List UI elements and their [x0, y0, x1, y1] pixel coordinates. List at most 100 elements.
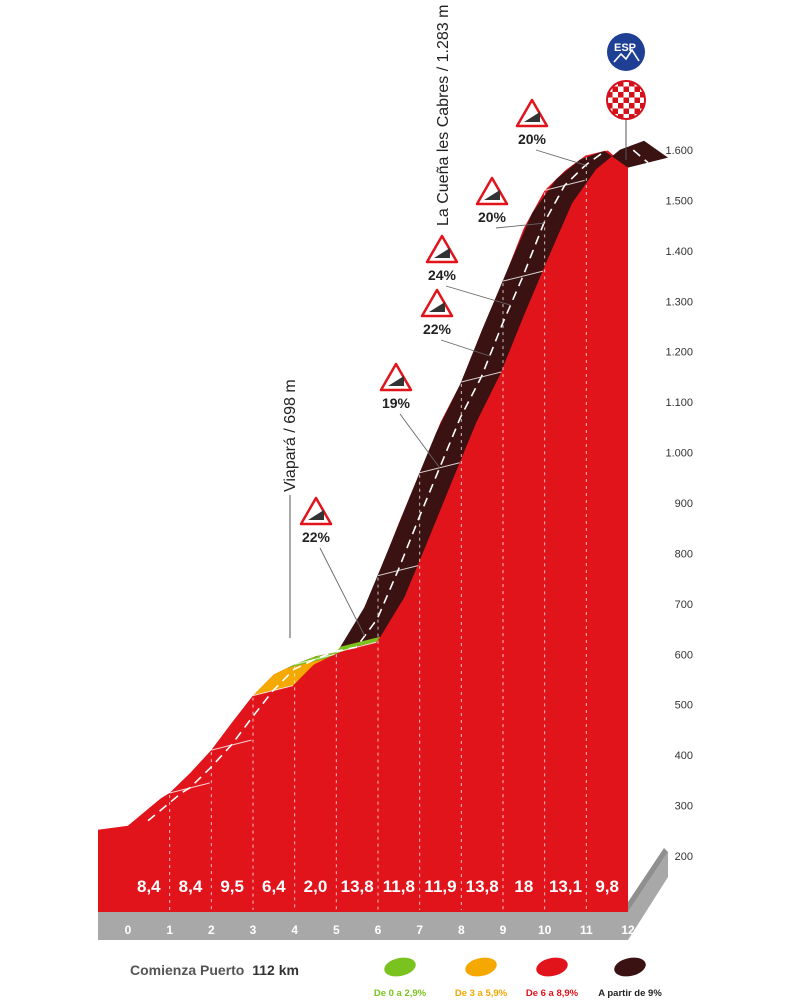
- km-gradient-value: 13,1: [549, 877, 582, 896]
- checker-square: [607, 114, 613, 119]
- slope-icon: [434, 248, 450, 258]
- legend-item: De 6 a 8,9%: [526, 957, 579, 999]
- altitude-tick-label: 1.200: [665, 347, 693, 359]
- checker-square: [612, 97, 618, 103]
- legend-label: De 0 a 2,9%: [374, 988, 427, 999]
- km-gradient-value: 8,4: [137, 877, 161, 896]
- band-km-divider: [502, 270, 544, 282]
- km-gradient-value: 8,4: [179, 877, 203, 896]
- checker-square: [640, 81, 645, 87]
- checker-square: [623, 108, 629, 114]
- max-gradient-value: 20%: [478, 209, 507, 225]
- altitude-tick-label: 600: [675, 649, 693, 661]
- gradient-segment-red-0: [128, 685, 293, 826]
- start-label: Comienza Puerto 112 km: [130, 962, 299, 978]
- distance-tick-label: 4: [291, 923, 298, 937]
- band-km-divider: [169, 782, 210, 794]
- altitude-tick-label: 1.500: [665, 195, 693, 207]
- altitude-axis: 200 300 400 500 600 700 800 900 1.000 1.100 1.200 1…: [665, 145, 693, 863]
- checker-square: [646, 120, 652, 126]
- summit-label: Viapará / 698 m: [282, 379, 299, 492]
- start-label-text: Comienza Puerto: [130, 962, 244, 978]
- checker-square: [646, 109, 652, 115]
- gradient-segment-orange-1: [253, 658, 327, 696]
- max-gradient-value: 22%: [423, 321, 452, 337]
- checker-square: [613, 120, 619, 126]
- checker-square: [623, 97, 629, 103]
- badge-circle: [607, 33, 645, 71]
- distance-tick-label: 2: [208, 923, 215, 937]
- altitude-tick-label: 500: [675, 700, 693, 712]
- km-gradient-value: 6,4: [262, 877, 286, 896]
- distance-axis: 0 1 2 3 4 5 6 7 8 9 10 11 12: [125, 923, 635, 937]
- summit-cuena-les-cabres: La Cueña les Cabres / 1.283 m: [435, 5, 452, 226]
- warning-triangle-icon: [420, 288, 454, 318]
- band-km-divider: [211, 739, 252, 751]
- sign-leader-line: [495, 222, 544, 229]
- checker-square: [618, 81, 624, 87]
- warning-triangle-icon: [515, 98, 549, 128]
- band-km-divider: [461, 371, 502, 383]
- checker-square: [607, 81, 613, 87]
- warning-triangle-icon: [475, 176, 509, 206]
- distance-tick-label: 3: [250, 923, 257, 937]
- altitude-tick-label: 1.600: [665, 145, 693, 157]
- checker-square: [629, 81, 635, 87]
- legend-swatch: [465, 957, 497, 977]
- max-gradient-sign: 24%: [425, 234, 511, 306]
- slope-icon: [388, 376, 404, 386]
- distance-tick-label: 1: [166, 923, 173, 937]
- sign-leader-line: [399, 413, 441, 469]
- slope-icon: [524, 112, 540, 122]
- checker-square: [629, 103, 635, 109]
- distance-tick-label: 6: [375, 923, 382, 937]
- checker-square: [618, 103, 624, 109]
- checker-square: [635, 120, 641, 126]
- legend-swatch: [614, 957, 646, 977]
- distance-tick-label: 12: [621, 923, 635, 937]
- max-gradient-sign: 22%: [420, 288, 490, 357]
- warning-triangle-icon: [425, 234, 459, 264]
- legend: De 0 a 2,9% De 3 a 5,9% De 6 a 8,9% A parti…: [374, 957, 662, 999]
- km-gridlines: [169, 157, 587, 910]
- km-gradient-value: 18: [514, 877, 533, 896]
- badge-text: ESP: [614, 42, 636, 54]
- max-gradient-value: 19%: [382, 395, 411, 411]
- checker-square: [607, 103, 613, 109]
- checker-square: [612, 86, 618, 92]
- km-gradient-value: 11,8: [383, 877, 415, 896]
- legend-label: De 6 a 8,9%: [526, 988, 579, 999]
- warning-triangle-icon: [379, 362, 413, 392]
- checker-square: [634, 97, 640, 103]
- altitude-tick-label: 1.100: [665, 397, 693, 409]
- slope-icon: [308, 510, 324, 520]
- warning-triangle-icon: [299, 496, 333, 526]
- slope-icon: [484, 190, 500, 200]
- checker-square: [612, 108, 618, 114]
- checker-square: [640, 114, 645, 119]
- distance-tick-label: 11: [580, 923, 593, 937]
- distance-tick-label: 9: [500, 923, 507, 937]
- max-gradient-sign: 20%: [475, 176, 544, 229]
- finish-markers: ESP: [606, 33, 652, 160]
- km-gradient-value: 2,0: [304, 877, 328, 896]
- gradient-band: [128, 140, 668, 826]
- checker-square: [634, 86, 640, 92]
- checker-square: [646, 87, 652, 93]
- legend-label: A partir de 9%: [598, 988, 662, 999]
- km-gradient-value: 9,8: [595, 877, 619, 896]
- altitude-tick-label: 1.300: [665, 296, 693, 308]
- checker-square: [607, 92, 613, 98]
- sign-leader-line: [535, 149, 586, 166]
- legend-label: De 3 a 5,9%: [455, 988, 508, 999]
- sign-leader-line: [440, 339, 490, 357]
- distance-tick-label: 8: [458, 923, 465, 937]
- start-distance: 112 km: [252, 962, 299, 978]
- sign-leader-line: [319, 547, 366, 637]
- distance-tick-label: 10: [538, 923, 552, 937]
- altitude-tick-label: 1.000: [665, 448, 693, 460]
- altitude-tick-label: 700: [675, 599, 693, 611]
- summit-viapara: Viapará / 698 m: [282, 379, 299, 638]
- km-gradient-value: 13,8: [341, 877, 374, 896]
- band-km-divider: [336, 641, 377, 653]
